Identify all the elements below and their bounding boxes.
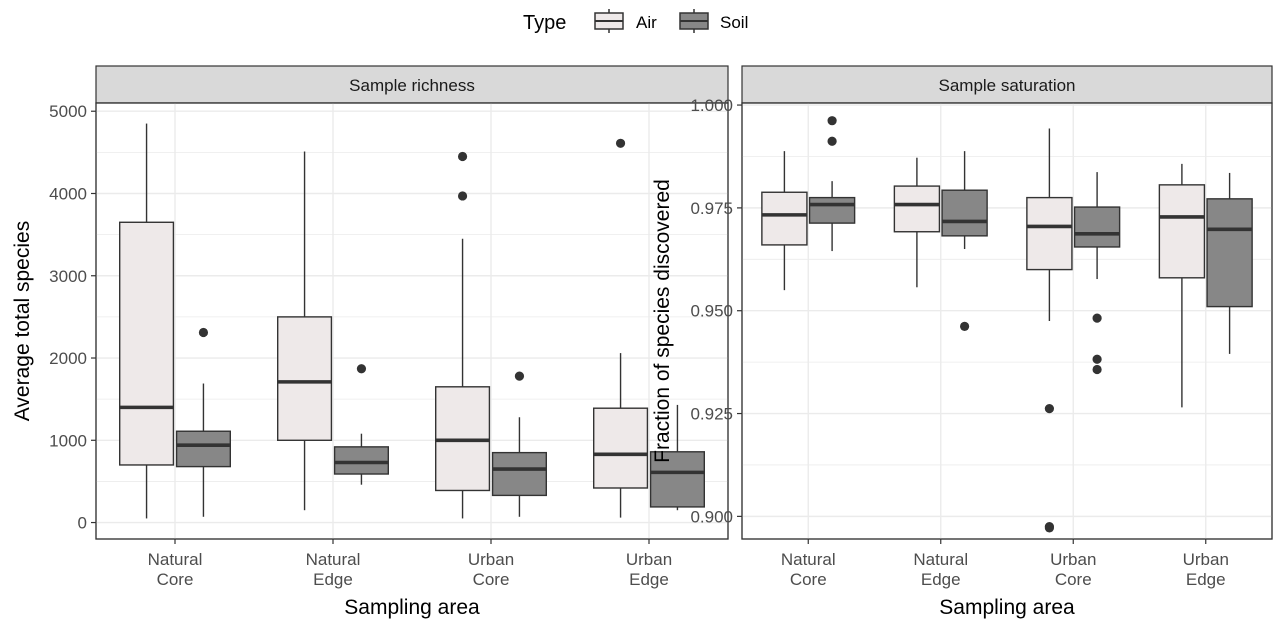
y-tick-label: 0.925 <box>690 405 733 424</box>
box-body <box>649 451 706 508</box>
y-axis-label: Average total species <box>11 221 34 421</box>
y-axis-ticks: 0 1000 2000 3000 4000 5000 <box>49 102 96 533</box>
x-tick-label: Natural Core <box>781 550 836 589</box>
box-soil <box>1073 172 1121 375</box>
strip-background <box>95 65 729 104</box>
legend-key-soil <box>679 9 709 33</box>
y-tick-label: 0.975 <box>690 199 733 218</box>
plot-area <box>741 102 1273 540</box>
outlier-point <box>615 138 626 148</box>
outlier-point <box>1092 364 1102 375</box>
outlier-point <box>356 364 367 374</box>
legend: Type Air Soil <box>523 9 748 34</box>
legend-label-soil: Soil <box>720 13 748 32</box>
boxes <box>761 116 1253 533</box>
y-tick-label: 0.950 <box>690 302 733 321</box>
x-axis-label: Sampling area <box>939 596 1075 619</box>
legend-key-air <box>594 9 624 33</box>
panel-title: Sample richness <box>349 76 475 95</box>
y-axis-label: Fraction of species discovered <box>651 179 674 463</box>
box-soil <box>333 364 389 485</box>
box-air <box>593 138 649 518</box>
outlier-point <box>1044 404 1054 414</box>
x-tick-label: Urban Core <box>1050 550 1096 589</box>
x-axis-label: Sampling area <box>344 596 480 619</box>
box-body <box>761 191 808 246</box>
box-body <box>893 185 941 233</box>
box-air <box>1158 163 1206 408</box>
outlier-point <box>1044 523 1054 533</box>
y-tick-label: 1.000 <box>690 96 733 115</box>
outlier-point <box>827 136 837 146</box>
box-body <box>1158 184 1206 279</box>
outlier-point <box>457 151 468 162</box>
outlier-point <box>1092 313 1102 323</box>
x-tick-label: Urban Edge <box>1183 550 1229 589</box>
box-air <box>893 157 941 288</box>
box-body <box>118 221 175 466</box>
box-soil <box>649 404 706 511</box>
box-air <box>118 123 175 519</box>
box-body <box>1026 196 1073 271</box>
box-air <box>277 151 333 511</box>
outlier-point <box>514 371 525 381</box>
x-tick-label: Urban Edge <box>626 550 672 589</box>
box-body <box>808 196 856 224</box>
box-body <box>593 407 649 489</box>
outlier-point <box>827 116 837 126</box>
x-tick-label: Natural Core <box>148 550 203 589</box>
box-air <box>1026 128 1073 533</box>
box-soil <box>491 371 547 517</box>
box-body <box>175 430 232 468</box>
box-body <box>491 451 547 497</box>
y-axis-ticks: 0.900 0.925 0.950 0.975 1.000 <box>690 96 742 526</box>
outlier-point <box>960 321 970 331</box>
x-tick-label: Natural Edge <box>913 550 968 589</box>
y-tick-label: 0 <box>78 514 87 533</box>
y-tick-label: 4000 <box>49 184 87 203</box>
box-soil <box>941 151 988 331</box>
outlier-point <box>457 191 468 201</box>
box-air <box>435 151 491 519</box>
x-axis-ticks: Natural Core Natural Edge Urban Core Urban Edge <box>781 539 1229 589</box>
y-tick-label: 0.900 <box>690 507 733 526</box>
box-air <box>761 151 808 291</box>
legend-label-air: Air <box>636 13 657 32</box>
box-soil <box>808 116 856 252</box>
box-body <box>941 189 988 237</box>
y-tick-label: 3000 <box>49 267 87 286</box>
box-body <box>1206 198 1253 308</box>
box-body <box>333 446 389 475</box>
box-body <box>1073 206 1121 248</box>
box-soil <box>1206 172 1253 354</box>
grid <box>96 103 728 539</box>
box-soil <box>175 327 232 517</box>
y-tick-label: 2000 <box>49 349 87 368</box>
x-axis-ticks: Natural Core Natural Edge Urban Core Urban Edge <box>148 539 672 589</box>
panel-title: Sample saturation <box>938 76 1075 95</box>
grid <box>742 103 1272 539</box>
box-body <box>277 316 333 441</box>
y-tick-label: 1000 <box>49 431 87 450</box>
panel-sample-richness: Sample richness 0 1000 2000 3000 4000 5000 Na… <box>11 65 729 619</box>
boxes <box>118 123 706 519</box>
panel-sample-saturation: Sample saturation 0.900 0.925 0.950 0.975 1.… <box>651 65 1273 619</box>
outlier-point <box>198 327 209 338</box>
y-tick-label: 5000 <box>49 102 87 121</box>
x-tick-label: Urban Core <box>468 550 514 589</box>
outlier-point <box>1092 354 1102 364</box>
x-tick-label: Natural Edge <box>306 550 361 589</box>
strip-background <box>741 65 1273 104</box>
legend-title: Type <box>523 12 566 34</box>
